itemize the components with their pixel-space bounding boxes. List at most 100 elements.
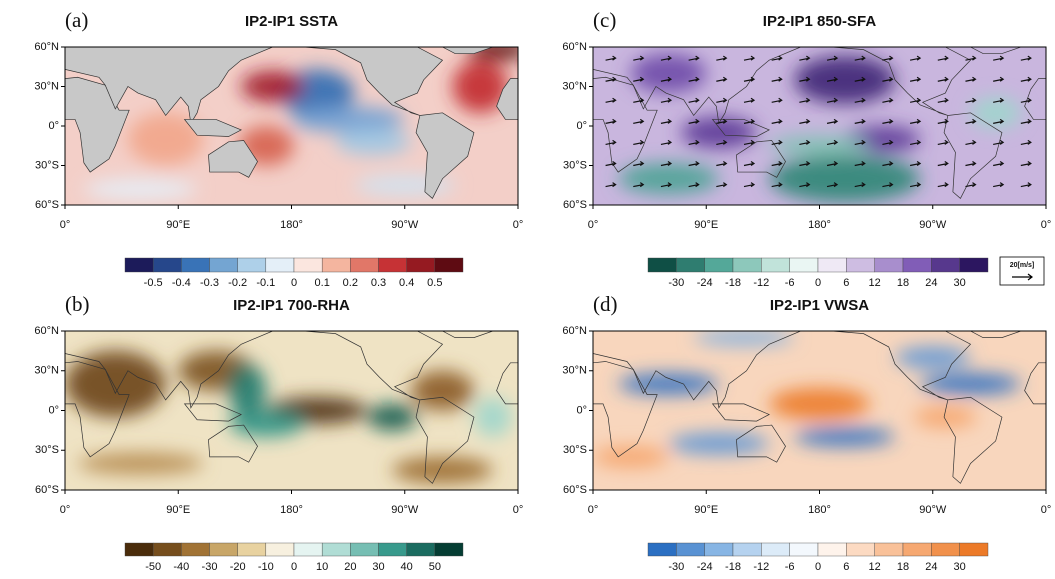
map-field [65, 331, 518, 490]
wind-vector [743, 76, 756, 82]
coastline [593, 331, 820, 409]
wind-vector [1020, 182, 1032, 188]
wind-vector [882, 55, 894, 61]
coastline [304, 331, 444, 401]
wind-vector [771, 97, 783, 103]
anomaly-blob [668, 433, 770, 455]
anomaly-field [83, 47, 518, 200]
coastline [736, 140, 786, 178]
y-tick-label: 60°S [563, 199, 587, 211]
colorbar-label: -0.3 [200, 277, 219, 289]
colorbar-swatch [406, 542, 436, 557]
anomaly-blob [913, 406, 977, 428]
y-tick-label: 30°N [34, 365, 59, 377]
colorbar-label: 12 [869, 561, 881, 573]
colorbar-swatch [321, 542, 351, 557]
wind-vector [826, 118, 839, 124]
coastline [304, 47, 444, 116]
x-tick-label: 90°E [694, 219, 718, 231]
wind-vector [937, 76, 949, 82]
anomaly-blob [411, 370, 474, 411]
colorbar-label: 30 [954, 561, 966, 573]
wind-vector [993, 118, 1005, 124]
x-tick-label: 90°W [391, 504, 419, 516]
coastline [736, 424, 786, 463]
colorbar-label: -6 [785, 277, 795, 289]
colorbar-swatch [406, 257, 436, 273]
colorbar-swatch [209, 257, 238, 273]
colorbar-label: 0.2 [343, 277, 358, 289]
wind-vector [826, 76, 839, 82]
colorbar-label: -30 [668, 561, 684, 573]
colorbar-swatch [152, 542, 182, 557]
wind-vector [771, 161, 783, 167]
colorbar-label: 0 [291, 561, 297, 573]
wind-vector [993, 97, 1005, 103]
wind-vector [633, 55, 645, 61]
wind-vector [660, 182, 673, 188]
colorbar-label: -6 [785, 561, 795, 573]
anomaly-blob [241, 70, 305, 103]
colorbar-label: 30 [372, 561, 384, 573]
colorbar-swatch [704, 542, 734, 557]
y-tick-label: 60°S [35, 484, 59, 496]
y-tick-label: 0° [48, 120, 59, 132]
coastline [943, 396, 1003, 484]
colorbar-swatch [181, 257, 210, 273]
x-tick-label: 0° [60, 219, 71, 231]
y-tick-label: 60°N [562, 41, 587, 53]
wind-vector [882, 139, 894, 146]
coastline [593, 47, 820, 125]
coastline [208, 140, 258, 178]
wind-vector [660, 161, 673, 167]
wind-vector [633, 76, 645, 82]
anomaly-blob [769, 387, 870, 420]
y-tick-label: 30°S [35, 444, 59, 456]
coastline [208, 424, 258, 463]
wind-vector [826, 55, 839, 61]
coastline [415, 396, 475, 484]
wind-vector [743, 118, 756, 124]
colorbar-swatch [647, 542, 677, 557]
x-tick-label: 0° [1041, 219, 1052, 231]
colorbar-swatch [789, 542, 819, 557]
colorbar-label: 0 [291, 277, 297, 289]
y-tick-label: 0° [576, 404, 587, 416]
map-panel: (a) IP2-IP1 SSTA 0° 90°E 180° 90°W 0° 60°N 30°N 0… [34, 8, 523, 289]
colorbar-swatch [676, 542, 705, 557]
wind-vector [633, 182, 645, 188]
wind-vector [799, 97, 811, 103]
colorbar-label: 0.4 [399, 277, 414, 289]
wind-vector [799, 76, 811, 82]
wind-vector [716, 118, 728, 124]
wind-vector [688, 139, 700, 146]
wind-vector [660, 139, 673, 146]
wind-vector [909, 139, 922, 146]
colorbar-swatch [378, 542, 407, 557]
anomaly-blob [228, 364, 267, 418]
wind-vector [771, 182, 783, 188]
wind-vector [743, 161, 756, 167]
colorbar-swatch [732, 542, 762, 557]
colorbar-swatch [959, 257, 989, 273]
x-tick-label: 180° [280, 219, 303, 231]
wind-vector [937, 97, 949, 103]
coastline [496, 78, 518, 120]
wind-vector [605, 97, 617, 103]
wind-vector [716, 55, 728, 61]
coastline [1024, 362, 1046, 405]
anomaly-blob [335, 128, 412, 155]
colorbar-swatch [321, 257, 351, 273]
wind-vector [1020, 76, 1032, 82]
colorbar-label: -0.1 [256, 277, 275, 289]
panel-title: IP2-IP1 VWSA [770, 297, 869, 314]
wind-vector [633, 139, 645, 146]
colorbar-swatch [124, 257, 154, 273]
wind-vector [799, 139, 811, 146]
anomaly-blob [794, 427, 896, 447]
wind-vector [633, 97, 645, 103]
wind-vector [688, 55, 700, 61]
colorbar-label: 0 [815, 561, 821, 573]
x-tick-label: 180° [280, 504, 303, 516]
